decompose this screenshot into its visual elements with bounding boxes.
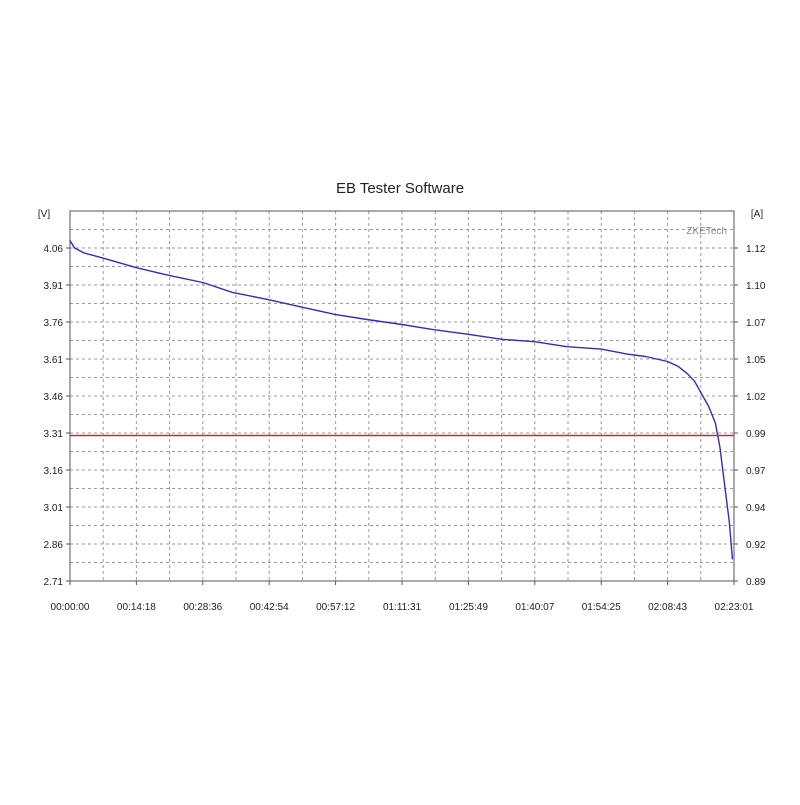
y-left-tick-label: 3.46 (44, 392, 64, 403)
y-left-tick-label: 3.31 (44, 429, 64, 440)
y-right-tick-label: 1.10 (746, 281, 766, 292)
y-left-axis-ticks: 2.71 2.86 3.01 3.16 3.31 3.46 3.61 3.76 3.91 4.06 (44, 244, 70, 588)
y-left-tick-label: 3.01 (44, 503, 64, 514)
x-tick-label: 00:14:18 (117, 602, 156, 613)
voltage-series-line (69, 239, 734, 560)
grid (69, 211, 734, 581)
y-left-tick-label: 2.71 (44, 577, 64, 588)
series-group (69, 239, 735, 560)
y-left-tick-label: 3.16 (44, 466, 64, 477)
y-right-tick-label: 1.12 (746, 244, 766, 255)
y-left-tick-label: 3.91 (44, 281, 64, 292)
y-right-tick-label: 0.97 (746, 466, 766, 477)
y-left-tick-label: 3.61 (44, 355, 64, 366)
x-tick-label: 01:54:25 (582, 602, 621, 613)
y-right-tick-label: 0.99 (746, 429, 766, 440)
x-tick-label: 00:42:54 (250, 602, 289, 613)
x-tick-label: 01:25:49 (449, 602, 488, 613)
x-axis-ticks: 00:00:00 00:14:18 00:28:36 00:42:54 00:57:12… (51, 581, 754, 613)
watermark-label: ZKETech (686, 226, 727, 237)
y-right-axis-ticks: 0.89 0.92 0.94 0.97 0.99 1.02 1.05 1.07 1.10 1.12 (734, 244, 766, 588)
x-tick-label: 00:28:36 (183, 602, 222, 613)
x-tick-label: 02:08:43 (648, 602, 687, 613)
y-right-tick-label: 1.07 (746, 318, 766, 329)
x-tick-label: 00:00:00 (51, 602, 90, 613)
x-tick-label: 02:23:01 (715, 602, 754, 613)
x-tick-label: 01:11:31 (383, 602, 422, 613)
y-right-tick-label: 0.94 (746, 503, 766, 514)
y-left-tick-label: 4.06 (44, 244, 64, 255)
y-right-tick-label: 1.02 (746, 392, 766, 403)
y-left-tick-label: 3.76 (44, 318, 64, 329)
y-right-tick-label: 1.05 (746, 355, 766, 366)
x-tick-label: 01:40:07 (515, 602, 554, 613)
y-left-tick-label: 2.86 (44, 540, 64, 551)
y-left-unit-label: [V] (38, 209, 50, 220)
y-right-tick-label: 0.89 (746, 577, 766, 588)
y-right-unit-label: [A] (751, 209, 763, 220)
x-tick-label: 00:57:12 (316, 602, 355, 613)
y-right-tick-label: 0.92 (746, 540, 766, 551)
chart-title: EB Tester Software (336, 180, 464, 197)
